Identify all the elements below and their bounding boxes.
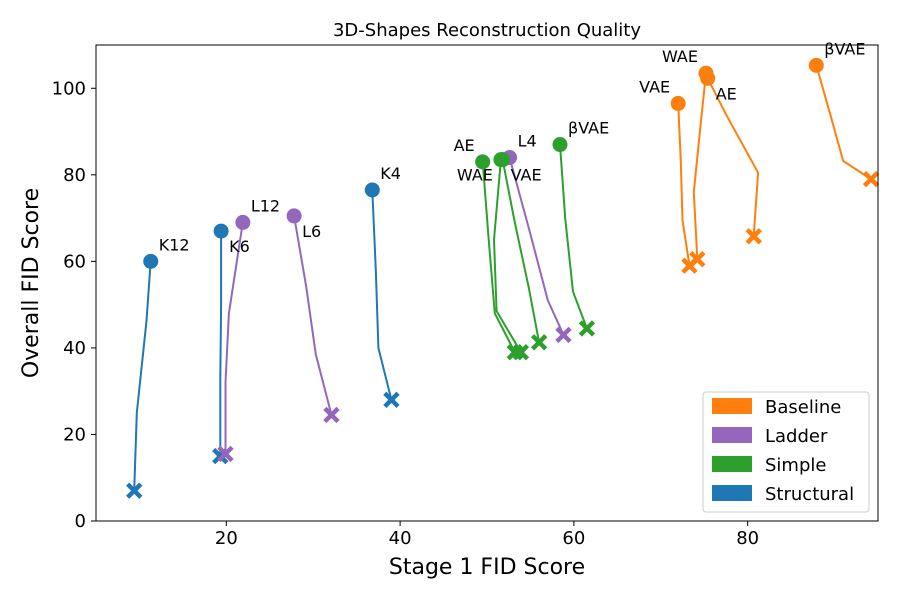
chart-title: 3D-Shapes Reconstruction Quality bbox=[333, 20, 641, 41]
series-label: K6 bbox=[229, 237, 250, 256]
start-point-marker bbox=[286, 208, 302, 224]
end-point-marker bbox=[383, 391, 400, 409]
series-ladder-l6 bbox=[286, 208, 340, 424]
x-tick-label: 60 bbox=[562, 528, 585, 549]
x-tick-label: 40 bbox=[389, 528, 412, 549]
legend-label: Baseline bbox=[765, 397, 841, 418]
end-point-marker bbox=[578, 320, 596, 337]
series-line bbox=[706, 77, 760, 237]
series-label: VAE bbox=[511, 166, 542, 185]
series-baseline-vae bbox=[670, 95, 698, 274]
y-axis-label: Overall FID Score bbox=[19, 188, 44, 378]
series-line bbox=[692, 72, 707, 260]
start-point-marker bbox=[213, 223, 229, 239]
end-point-marker bbox=[745, 228, 762, 245]
end-point-marker bbox=[217, 445, 234, 463]
series-line bbox=[219, 231, 223, 457]
end-point-marker bbox=[323, 406, 340, 424]
legend-frame bbox=[702, 391, 870, 513]
series-line bbox=[133, 261, 152, 491]
series-line bbox=[501, 159, 541, 343]
series-label: βVAE bbox=[824, 39, 865, 58]
y-tick-label: 60 bbox=[63, 251, 86, 272]
series-label: AE bbox=[716, 84, 737, 103]
y-tick-label: 20 bbox=[63, 424, 86, 445]
end-point-marker bbox=[512, 344, 530, 361]
series-label: VAE bbox=[639, 77, 670, 96]
series-label: WAE bbox=[457, 166, 493, 185]
end-point-marker bbox=[530, 334, 548, 351]
end-point-marker bbox=[126, 482, 143, 499]
series-structural-k4 bbox=[364, 182, 400, 409]
series-line bbox=[293, 215, 333, 416]
y-tick-label: 0 bbox=[75, 511, 86, 532]
series-simple-vae bbox=[495, 152, 548, 351]
series-line bbox=[371, 189, 393, 401]
start-point-marker bbox=[143, 253, 159, 269]
plot-frame bbox=[95, 44, 879, 522]
y-tick-label: 100 bbox=[52, 78, 86, 99]
legend-label: Simple bbox=[765, 455, 826, 476]
start-point-marker bbox=[552, 137, 568, 153]
series-label: L6 bbox=[302, 222, 321, 241]
start-point-marker bbox=[700, 70, 716, 86]
legend: Baseline Ladder Simple Structural bbox=[702, 391, 870, 513]
series-line bbox=[224, 222, 244, 454]
legend-label: Ladder bbox=[765, 426, 828, 447]
y-tick-label: 80 bbox=[63, 165, 86, 186]
series-simple-βvae bbox=[552, 137, 596, 337]
start-point-marker bbox=[495, 152, 511, 168]
legend-swatch bbox=[712, 485, 752, 501]
x-tick-label: 20 bbox=[215, 528, 238, 549]
end-point-marker bbox=[555, 326, 572, 344]
start-point-marker bbox=[475, 154, 491, 170]
series-line bbox=[508, 157, 565, 336]
x-tick-label: 80 bbox=[736, 528, 759, 549]
legend-swatch bbox=[712, 427, 752, 443]
series-label: K12 bbox=[159, 235, 190, 254]
series-baseline-ae bbox=[700, 70, 762, 245]
start-point-marker bbox=[670, 95, 686, 111]
series-simple-ae bbox=[475, 154, 523, 361]
start-point-marker bbox=[808, 57, 824, 73]
series-line bbox=[677, 103, 691, 266]
series-baseline-wae bbox=[689, 65, 714, 268]
series-line bbox=[559, 144, 588, 329]
series-label: K4 bbox=[380, 164, 401, 183]
end-point-marker bbox=[862, 170, 880, 188]
series-label: L4 bbox=[518, 132, 537, 151]
series-line bbox=[492, 159, 522, 353]
legend-label: Structural bbox=[765, 484, 854, 505]
end-point-marker bbox=[689, 251, 706, 268]
series-line bbox=[815, 65, 872, 180]
x-axis-label: Stage 1 FID Score bbox=[389, 555, 585, 580]
start-point-marker bbox=[364, 182, 380, 198]
series-label: βVAE bbox=[568, 119, 609, 138]
start-point-marker bbox=[235, 214, 251, 230]
y-tick-label: 40 bbox=[63, 338, 86, 359]
series-label: WAE bbox=[662, 47, 698, 66]
legend-swatch bbox=[712, 456, 752, 472]
series-ladder-l12 bbox=[217, 214, 251, 463]
series-structural-k12 bbox=[126, 253, 159, 499]
series-label: L12 bbox=[251, 196, 280, 215]
legend-swatch bbox=[712, 398, 752, 414]
series-line bbox=[481, 161, 516, 353]
series-label: AE bbox=[454, 136, 475, 155]
series-baseline-βvae bbox=[808, 57, 880, 188]
